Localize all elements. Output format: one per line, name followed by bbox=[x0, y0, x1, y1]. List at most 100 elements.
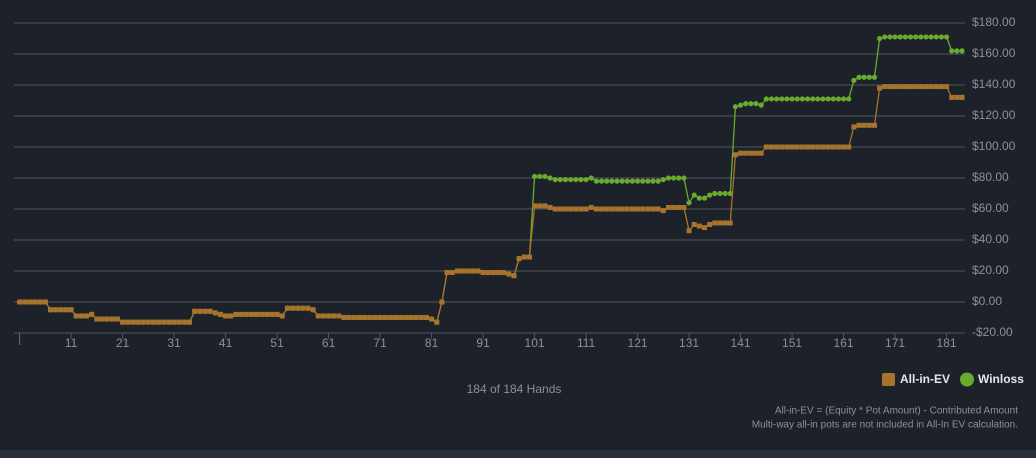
x-tick-label: 121 bbox=[628, 336, 648, 350]
point bbox=[949, 48, 955, 54]
point bbox=[856, 122, 862, 128]
point bbox=[99, 316, 105, 322]
point bbox=[73, 313, 79, 319]
point bbox=[830, 144, 836, 150]
point bbox=[109, 316, 115, 322]
point bbox=[841, 144, 847, 150]
x-tick-label: 21 bbox=[116, 336, 130, 350]
point bbox=[686, 200, 692, 206]
y-tick-label: $120.00 bbox=[972, 108, 1016, 122]
point bbox=[300, 305, 306, 311]
y-tick-label: $100.00 bbox=[972, 139, 1016, 153]
point bbox=[902, 84, 908, 90]
point bbox=[418, 315, 424, 320]
point bbox=[362, 315, 368, 320]
point bbox=[120, 319, 126, 325]
point bbox=[887, 84, 893, 90]
point bbox=[562, 206, 568, 212]
point bbox=[114, 316, 120, 322]
point bbox=[537, 203, 543, 209]
point bbox=[789, 144, 795, 150]
point bbox=[573, 176, 579, 183]
point bbox=[882, 84, 888, 90]
point bbox=[866, 122, 872, 128]
point bbox=[768, 144, 774, 150]
point bbox=[897, 84, 903, 90]
note: All-in-EV = (Equity * Pot Amount) - Cont… bbox=[775, 406, 1018, 417]
point bbox=[516, 256, 522, 262]
point bbox=[691, 192, 697, 198]
point bbox=[465, 268, 471, 274]
y-tick-label: $20.00 bbox=[972, 263, 1009, 277]
point bbox=[47, 307, 53, 313]
point bbox=[94, 316, 100, 322]
point bbox=[274, 311, 280, 317]
point bbox=[156, 319, 162, 325]
point bbox=[825, 96, 831, 102]
y-tick-label: $60.00 bbox=[972, 201, 1009, 215]
point bbox=[856, 74, 862, 80]
point bbox=[954, 48, 960, 54]
series-line bbox=[19, 85, 962, 324]
point bbox=[645, 206, 651, 212]
point bbox=[356, 315, 362, 320]
point bbox=[454, 268, 460, 274]
point bbox=[624, 178, 630, 184]
x-tick-label: 181 bbox=[937, 336, 957, 350]
point bbox=[68, 307, 74, 313]
point bbox=[933, 84, 939, 90]
point bbox=[810, 144, 816, 150]
point bbox=[779, 144, 785, 150]
point bbox=[609, 206, 615, 212]
point bbox=[882, 34, 888, 40]
point bbox=[593, 206, 599, 212]
point bbox=[161, 319, 167, 325]
point bbox=[253, 311, 259, 317]
point bbox=[846, 96, 852, 102]
point bbox=[871, 122, 877, 128]
point bbox=[619, 206, 625, 212]
point bbox=[717, 220, 723, 226]
point bbox=[202, 308, 208, 314]
y-tick-label: $80.00 bbox=[972, 170, 1009, 184]
point bbox=[774, 96, 780, 102]
point bbox=[496, 270, 502, 276]
point bbox=[588, 175, 594, 181]
point bbox=[892, 84, 898, 90]
point bbox=[552, 176, 558, 183]
point bbox=[238, 311, 244, 317]
point bbox=[835, 96, 842, 102]
point bbox=[279, 313, 285, 319]
point bbox=[943, 34, 950, 40]
point bbox=[732, 104, 739, 110]
y-tick-label: $0.00 bbox=[972, 294, 1002, 308]
point bbox=[907, 34, 914, 40]
point bbox=[531, 173, 538, 180]
point bbox=[212, 310, 218, 316]
point bbox=[604, 206, 610, 212]
point bbox=[640, 206, 646, 212]
point bbox=[326, 313, 332, 319]
point bbox=[753, 101, 759, 107]
legend-marker bbox=[960, 372, 974, 387]
point bbox=[557, 206, 563, 212]
point bbox=[150, 319, 156, 325]
point bbox=[526, 254, 532, 260]
point bbox=[712, 220, 718, 226]
point bbox=[671, 204, 677, 210]
point bbox=[398, 315, 404, 320]
point bbox=[686, 228, 692, 234]
point bbox=[624, 206, 630, 212]
point bbox=[676, 175, 682, 181]
point bbox=[938, 34, 945, 40]
point bbox=[573, 206, 579, 212]
point bbox=[217, 311, 223, 317]
point bbox=[634, 178, 641, 184]
point bbox=[928, 84, 934, 90]
point bbox=[320, 313, 326, 319]
point bbox=[650, 178, 656, 184]
point bbox=[722, 220, 728, 226]
point bbox=[897, 34, 903, 40]
point bbox=[58, 307, 64, 313]
